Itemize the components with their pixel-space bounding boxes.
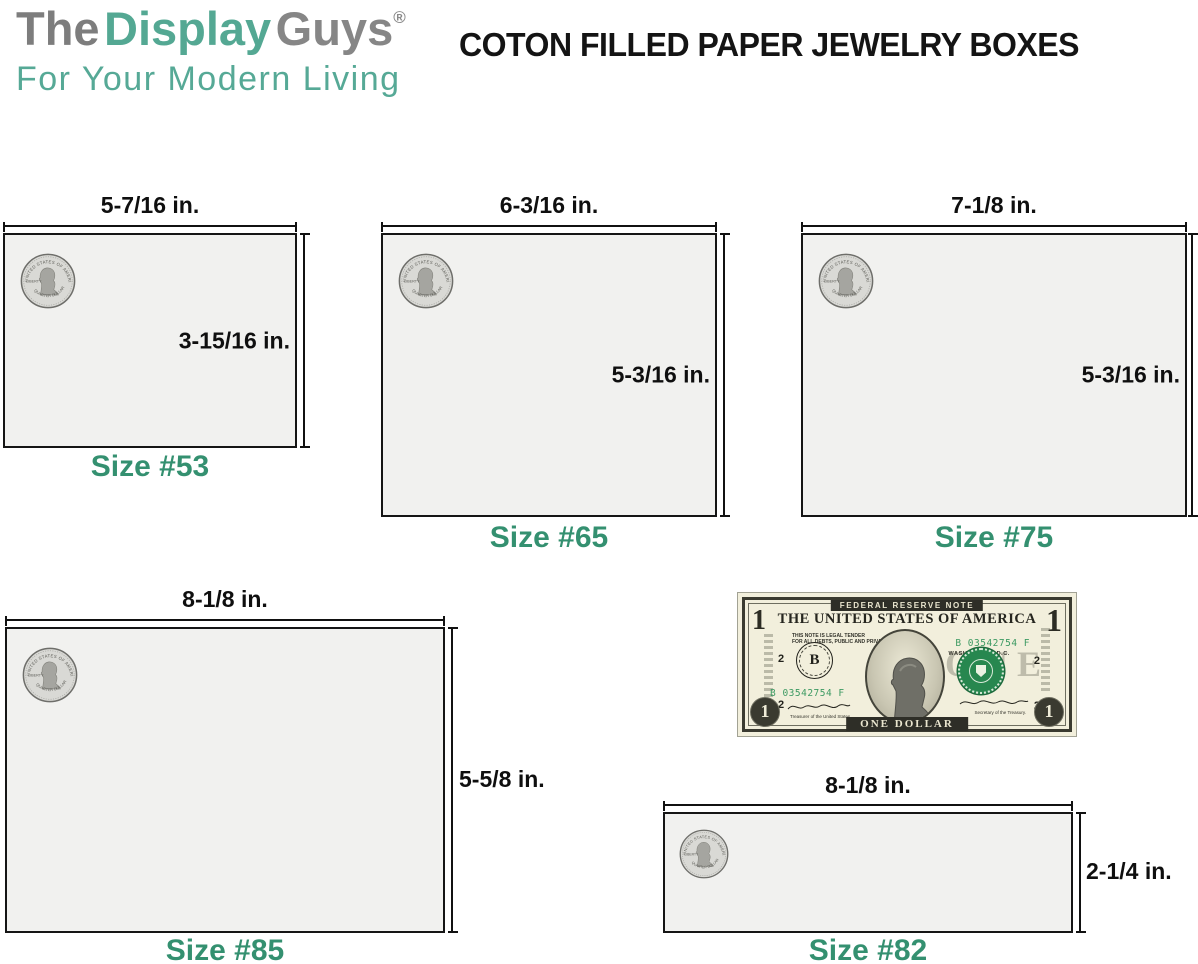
size-name-label: Size #75 xyxy=(934,521,1054,554)
corner-numeral: 1 xyxy=(1034,697,1064,727)
height-measure-line xyxy=(720,233,730,517)
width-measure-line xyxy=(663,801,1073,811)
legal-tender-text: THIS NOTE IS LEGAL TENDER FOR ALL DEBTS,… xyxy=(792,633,888,646)
corner-numeral: 1 xyxy=(752,605,766,636)
brand-word-the: The xyxy=(16,2,100,55)
brand-word-guys: Guys xyxy=(275,2,394,55)
width-dimension-label: 5-7/16 in. xyxy=(100,192,200,218)
federal-reserve-note-banner: FEDERAL RESERVE NOTE xyxy=(830,600,984,611)
quarter-coin: UNITED STATES OF AMERICAQUARTER DOLLARLI… xyxy=(18,249,76,309)
brand-logo: The Display Guys® xyxy=(16,4,406,53)
signature-squiggle xyxy=(787,704,851,710)
size-name-label: Size #82 xyxy=(808,934,928,964)
district-number: 2 xyxy=(778,699,785,711)
jewelry-box-75: UNITED STATES OF AMERICAQUARTER DOLLARLI… xyxy=(801,233,1187,517)
height-dimension-label: 5-3/16 in. xyxy=(611,361,710,388)
corner-numeral: 1 xyxy=(750,697,780,727)
portrait-silhouette xyxy=(890,657,934,722)
brand-word-display: Display xyxy=(104,2,272,55)
svg-text:LIBERTY: LIBERTY xyxy=(404,279,420,283)
width-measure-line xyxy=(5,616,445,626)
height-measure-line xyxy=(448,627,458,933)
size-name-label: Size #65 xyxy=(489,521,609,554)
treasurer-caption: Treasurer of the United States. xyxy=(790,714,852,719)
washington-portrait xyxy=(865,629,945,724)
height-dimension-label: 5-3/16 in. xyxy=(1081,361,1180,388)
svg-text:LIBERTY: LIBERTY xyxy=(824,279,840,283)
jewelry-box-85: UNITED STATES OF AMERICAQUARTER DOLLARLI… xyxy=(5,627,445,933)
jewelry-box-53: UNITED STATES OF AMERICAQUARTER DOLLARLI… xyxy=(3,233,297,448)
signature-squiggle xyxy=(959,700,1029,705)
svg-text:LIBERTY: LIBERTY xyxy=(684,852,699,856)
height-dimension-label: 3-15/16 in. xyxy=(178,327,290,353)
treasury-seal xyxy=(958,648,1004,694)
left-ornament xyxy=(764,631,773,697)
quarter-coin: UNITED STATES OF AMERICAQUARTER DOLLARLI… xyxy=(677,826,729,879)
width-dimension-label: 8-1/8 in. xyxy=(182,586,268,612)
width-dimension-label: 8-1/8 in. xyxy=(825,772,911,798)
district-number: 2 xyxy=(1033,655,1040,667)
bill-title: THE UNITED STATES OF AMERICA xyxy=(777,611,1037,627)
height-measure-line xyxy=(1188,233,1198,517)
corner-numeral: 1 xyxy=(1046,602,1062,638)
district-number: 2 xyxy=(778,653,785,665)
quarter-coin: UNITED STATES OF AMERICAQUARTER DOLLARLI… xyxy=(816,249,874,309)
federal-reserve-district-seal: B xyxy=(796,642,833,679)
brand-tagline: For Your Modern Living xyxy=(16,60,401,98)
svg-text:LIBERTY: LIBERTY xyxy=(28,673,44,677)
dollar-bill-scale-image: FEDERAL RESERVE NOTE THE UNITED STATES O… xyxy=(737,592,1077,737)
height-measure-line xyxy=(300,233,310,448)
width-dimension-label: 6-3/16 in. xyxy=(499,192,599,218)
right-ornament xyxy=(1041,625,1050,691)
quarter-coin: UNITED STATES OF AMERICAQUARTER DOLLARLI… xyxy=(20,643,78,703)
registered-mark: ® xyxy=(393,8,406,27)
size-name-label: Size #85 xyxy=(165,934,285,964)
page-title: COTON FILLED PAPER JEWELRY BOXES xyxy=(459,26,1080,63)
width-measure-line xyxy=(801,222,1187,232)
serial-number-top: B 03542754 F xyxy=(955,638,1030,649)
svg-text:LIBERTY: LIBERTY xyxy=(26,279,42,283)
secretary-caption: Secretary of the Treasury. xyxy=(974,710,1026,715)
quarter-coin: UNITED STATES OF AMERICAQUARTER DOLLARLI… xyxy=(396,249,454,309)
size-name-label: Size #53 xyxy=(90,450,210,483)
serial-number-bottom: B 03542754 F xyxy=(770,688,845,699)
jewelry-box-65: UNITED STATES OF AMERICAQUARTER DOLLARLI… xyxy=(381,233,717,517)
height-dimension-label: 2-1/4 in. xyxy=(1086,858,1172,884)
height-dimension-label: 5-5/8 in. xyxy=(459,766,545,792)
width-measure-line xyxy=(3,222,297,232)
jewelry-box-82: UNITED STATES OF AMERICAQUARTER DOLLARLI… xyxy=(663,812,1073,933)
width-dimension-label: 7-1/8 in. xyxy=(951,192,1037,218)
width-measure-line xyxy=(381,222,717,232)
one-dollar-banner: ONE DOLLAR xyxy=(846,717,968,731)
height-measure-line xyxy=(1076,812,1086,933)
